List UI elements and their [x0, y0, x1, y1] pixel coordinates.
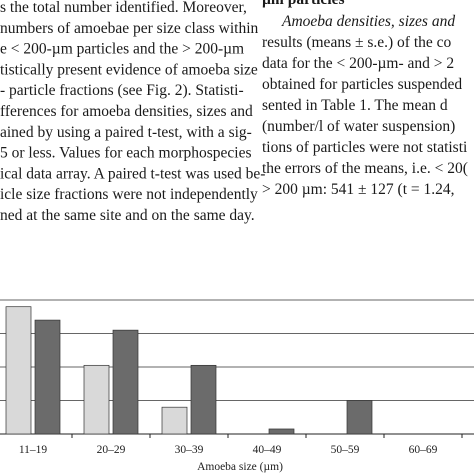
text-line: tions of particles were not statisti	[262, 139, 468, 156]
x-tick-label: 40–49	[253, 444, 282, 456]
x-tick-label: 20–29	[97, 444, 126, 456]
bar	[83, 364, 110, 435]
bar	[190, 364, 217, 435]
bar	[346, 400, 373, 435]
text-line: s the total number identified. Moreover,	[0, 0, 247, 16]
text-line: tistically present evidence of amoeba si…	[0, 61, 258, 78]
bar	[268, 428, 295, 435]
text-line: data for the < 200-µm- and > 2	[262, 55, 454, 72]
text-line: Amoeba densities, sizes and	[281, 13, 455, 30]
bar	[161, 406, 188, 435]
text-line: - particle fractions (see Fig. 2). Stati…	[0, 82, 244, 99]
x-axis-title: Amoeba size (µm)	[197, 461, 283, 473]
x-tick-label: 60–69	[409, 444, 438, 456]
text-line: icle size fractions were not independent…	[0, 186, 258, 203]
bar	[5, 306, 32, 435]
text-line: (number/l of water suspension)	[262, 118, 455, 135]
section-heading: µm particles	[262, 0, 345, 8]
x-tick-label: 50–59	[331, 444, 360, 456]
text-line: ical data array. A paired t-test was use…	[0, 165, 265, 182]
text-line: obtained for particles suspended	[262, 76, 462, 93]
text-line: numbers of amoebae per size class within	[0, 20, 258, 37]
bar	[34, 319, 61, 435]
text-line: fferences for amoeba densities, sizes an…	[0, 103, 253, 120]
x-tick-label: 11–19	[19, 444, 48, 456]
bar	[112, 329, 139, 435]
text-line: 5 or less. Values for each morphospecies	[0, 145, 252, 162]
text-line: results (means ± s.e.) of the co	[262, 34, 452, 51]
text-line: > 200 µm: 541 ± 127 (t = 1.24,	[262, 181, 455, 198]
text-line: e < 200-µm particles and the > 200-µm	[0, 41, 244, 58]
text-line: sented in Table 1. The mean d	[262, 97, 448, 114]
text-line: the errors of the means, i.e. < 20(	[262, 160, 468, 177]
x-tick-label: 30–39	[175, 444, 204, 456]
text-line: ned at the same site and on the same day…	[0, 207, 255, 224]
text-line: ained by using a paired t-test, with a s…	[0, 124, 252, 141]
